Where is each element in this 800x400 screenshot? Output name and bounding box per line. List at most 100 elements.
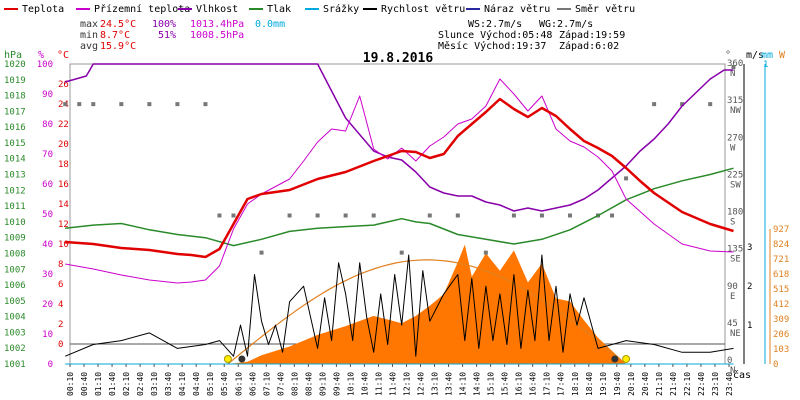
x-tick-label: 19:10 [599,372,608,396]
x-tick-label: 21:10 [655,372,664,396]
x-tick-label: 18:10 [571,372,580,396]
wind-direction-point [427,213,432,218]
tick-label-degc: 2 [58,320,63,330]
x-tick-label: 15:10 [487,372,496,396]
tick-label-hpa: 1002 [4,344,26,354]
series-layer [63,63,736,365]
x-tick-label: 23:40 [725,372,734,396]
tick-label-dir-deg: 315 [727,96,743,106]
tick-label-ms: 1 [747,321,752,331]
tick-label-hpa: 1020 [4,60,26,70]
tick-label-w: 824 [773,240,789,250]
legend-label: Náraz větru [484,3,550,15]
x-tick-label: 03:10 [150,372,159,396]
legend-label: Srážky [323,3,359,15]
tick-label-hpa: 1010 [4,218,26,228]
tick-label-pct: 0 [48,360,53,370]
tick-label-dir-name: E [730,292,735,302]
unit-w: W [779,50,786,61]
tick-label-dir-name: NE [730,329,741,339]
tick-label-w: 721 [773,255,789,265]
x-tick-label: 07:40 [276,372,285,396]
solar-theoretical-curve [227,259,621,365]
tick-label-dir-name: SE [730,255,741,265]
tick-label-hpa: 1014 [4,155,26,165]
tick-label-dir-deg: 180 [727,208,743,218]
tick-label-dir-name: W [730,143,736,153]
x-tick-label: 05:10 [206,372,215,396]
tick-label-dir-name: S [730,218,735,228]
tick-label-hpa: 1013 [4,171,26,181]
tick-label-degc: 10 [58,240,69,250]
wind-direction-point [217,213,222,218]
tick-label-w: 206 [773,330,789,340]
sunrise-marker [223,355,232,363]
stats-avg-temp: 15.9°C [100,41,136,52]
stats-box: max 24.5°C 100% 1013.4hPa 0.0mm min 8.7°… [80,19,285,52]
tick-label-degc: 18 [58,160,69,170]
x-tick-label: 04:10 [178,372,187,396]
legend-label: Tlak [267,4,291,15]
tick-label-dir-deg: 360 [727,59,743,69]
info-moon-set: Západ:6:02 [559,40,619,52]
tick-label-pct: 50 [42,210,53,220]
plot-area [69,63,726,365]
tick-label-hpa: 1012 [4,186,26,196]
x-tick-label: 12:10 [403,372,412,396]
stats-max-hum: 100% [152,19,176,30]
x-tick-label: 07:10 [262,372,271,396]
wind-direction-point [343,213,348,218]
tick-label-w: 412 [773,300,789,310]
tick-label-hpa: 1017 [4,107,26,117]
tick-label-hpa: 1001 [4,360,26,370]
x-tick-label: 02:10 [122,372,131,396]
tick-label-degc: 12 [58,220,69,230]
unit-ms: m/s [746,50,764,61]
chart-date-title: 19.8.2016 [363,51,434,66]
tick-label-w: 103 [773,345,789,355]
plot-border [69,63,726,365]
wind-direction-point [567,213,572,218]
x-tick-label: 08:10 [290,372,299,396]
tick-label-hpa: 1005 [4,297,26,307]
tick-label-dir-deg: 45 [727,319,738,329]
wind-direction-point [455,213,460,218]
x-tick-label: 10:40 [360,372,369,396]
tick-label-pct: 90 [42,90,53,100]
wind-direction-point [680,102,685,107]
stats-min-hum: 51% [158,30,176,41]
tick-label-hpa: 1006 [4,281,26,291]
tick-label-mm: 1 [763,60,768,70]
wind-direction-point [708,102,713,107]
wind-direction-point [175,102,180,107]
unit-dir: ° [725,50,731,61]
wind-direction-point [315,213,320,218]
tick-label-degc: 14 [58,200,69,210]
tick-label-degc: 16 [58,180,69,190]
unit-degc: °C [57,50,69,61]
x-tick-label: 14:10 [459,372,468,396]
info-ws: WS:2.7m/s [468,19,522,30]
x-tick-label: 20:40 [641,372,650,396]
x-tick-label: 20:10 [627,372,636,396]
tick-label-hpa: 1008 [4,249,26,259]
solar-radiation-area [227,244,627,364]
x-tick-label: 17:40 [557,372,566,396]
tick-label-degc: 6 [58,280,63,290]
tick-label-pct: 70 [42,150,53,160]
tick-label-degc: 8 [58,260,63,270]
x-tick-label: 11:10 [374,372,383,396]
tick-label-w: 0 [773,360,778,370]
tick-label-pct: 60 [42,180,53,190]
tick-label-pct: 10 [42,330,53,340]
wind-direction-point [119,102,124,107]
x-tick-label: 00:10 [66,372,75,396]
sunset-marker [622,355,631,363]
moonset-marker [238,355,246,363]
stats-max-label: max [80,19,98,30]
x-tick-label: 06:10 [234,372,243,396]
info-wg: WG:2.7m/s [539,19,593,30]
tick-label-dir-deg: 225 [727,170,743,180]
wind-direction-point [652,102,657,107]
series-pressure [65,167,734,247]
